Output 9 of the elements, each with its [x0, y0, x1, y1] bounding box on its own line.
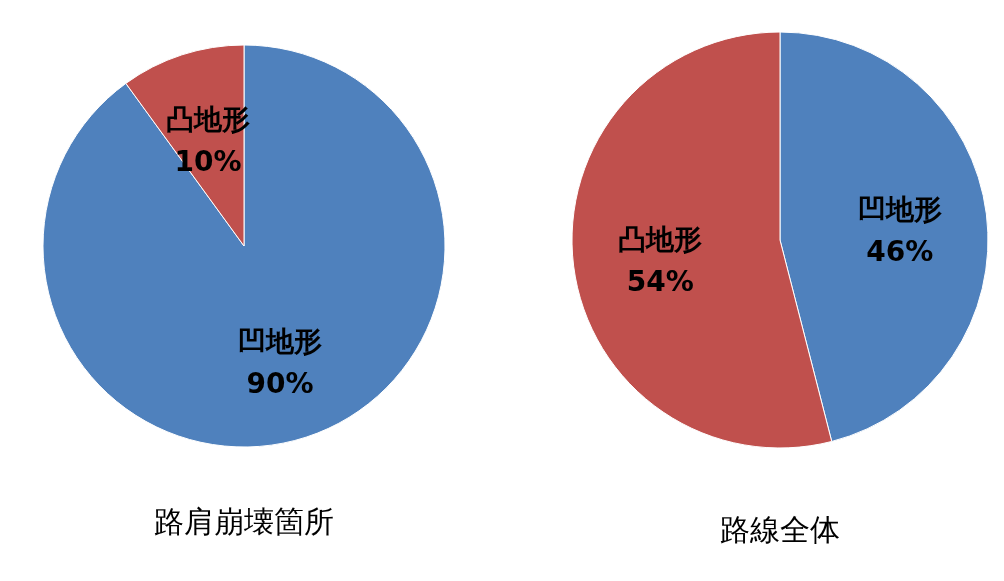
data-label: 54%: [626, 265, 694, 299]
text: 路肩崩壊箇所: [154, 504, 334, 539]
slice-label: 凹地形: [857, 192, 942, 226]
data-label: 46%: [866, 234, 934, 268]
slice-label: 凸地形: [618, 223, 703, 257]
pie-slice: [42, 44, 446, 448]
slice-label: 凹地形: [238, 324, 323, 358]
data-label: 90%: [246, 366, 314, 400]
text: 路線全体: [720, 512, 840, 547]
